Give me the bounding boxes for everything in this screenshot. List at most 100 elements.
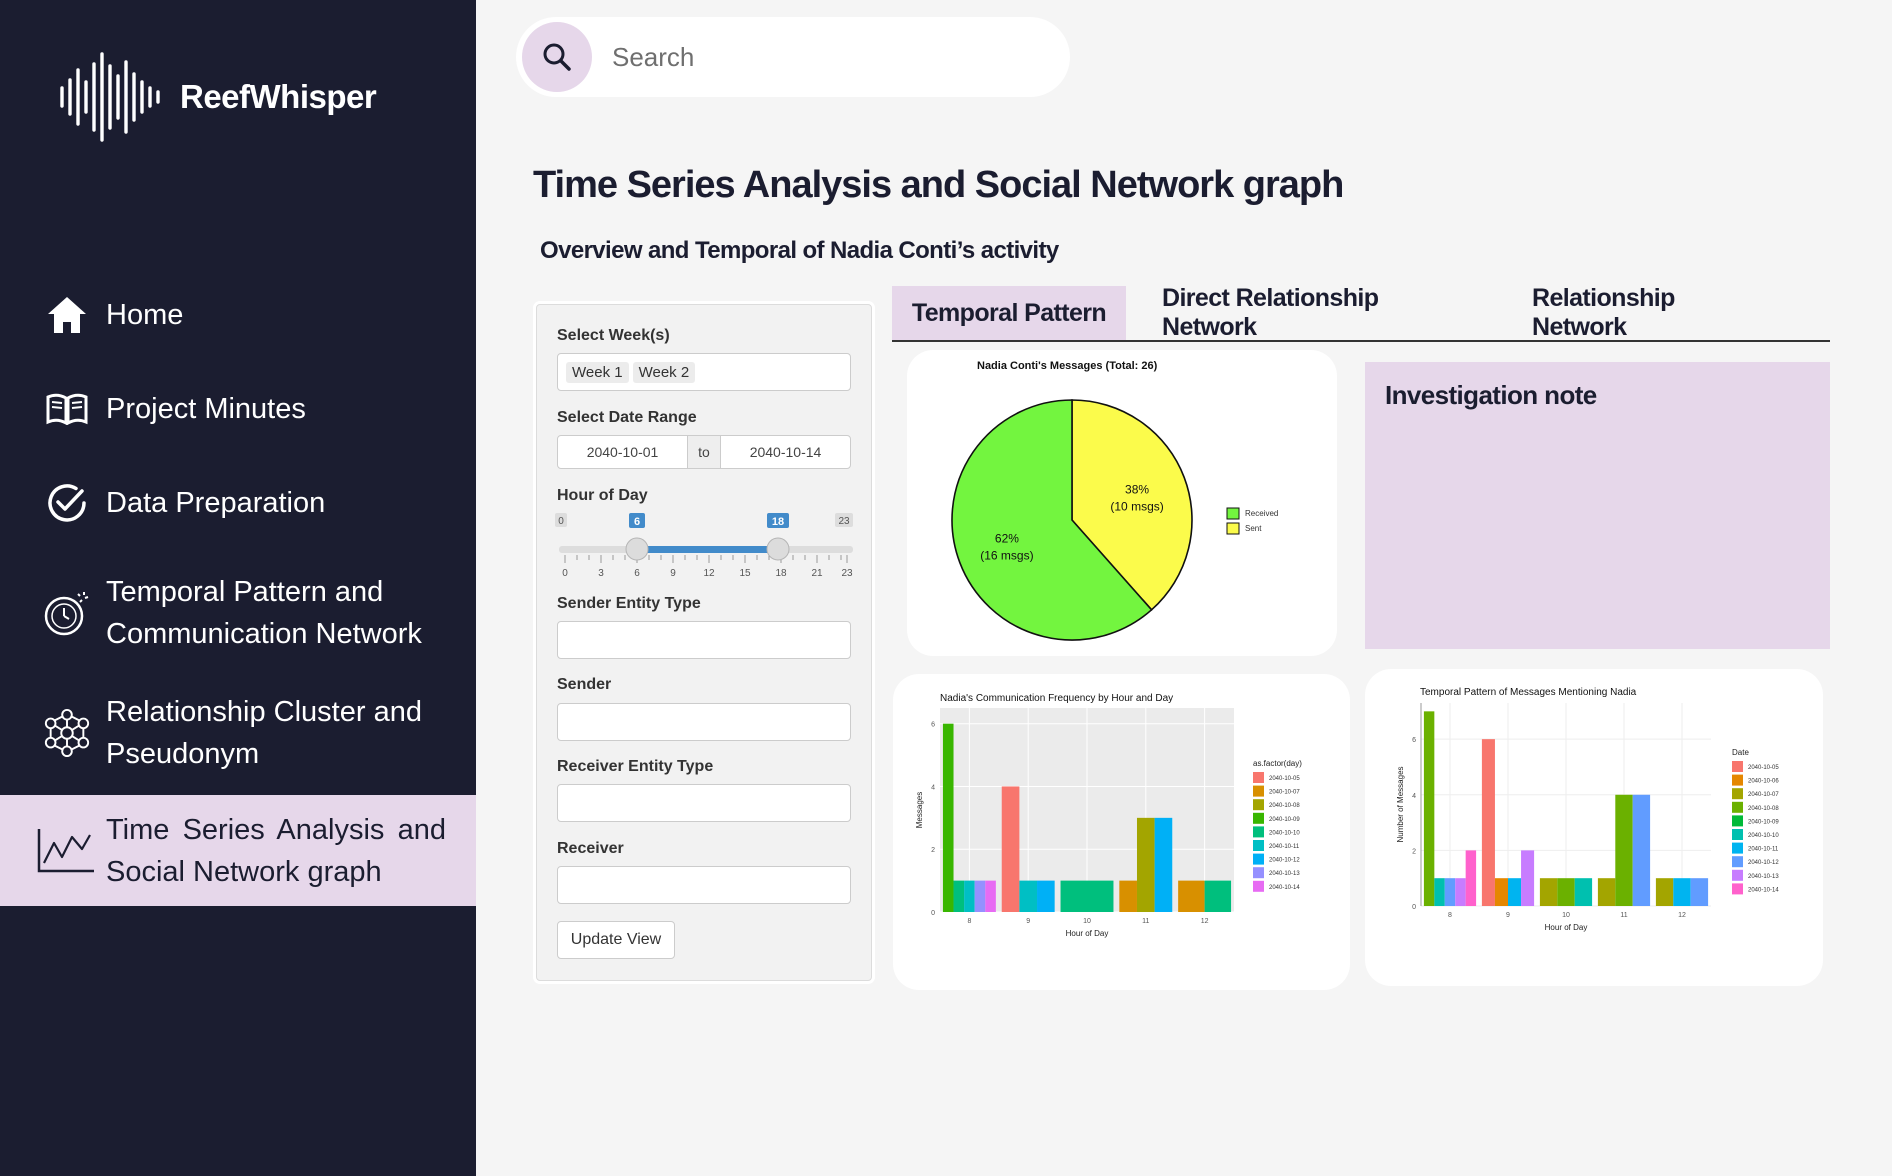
search-bar: [516, 17, 1070, 97]
bar: [1557, 878, 1575, 906]
bar: [1690, 878, 1709, 906]
tab-direct-relationship-network[interactable]: Direct Relationship Network: [1162, 284, 1379, 341]
legend-label: 2040-10-12: [1748, 860, 1779, 866]
sidebar-item-temporal-pattern[interactable]: Temporal Pattern and Communication Netwo…: [0, 571, 476, 655]
search-input[interactable]: [612, 41, 1032, 73]
date-range-separator: to: [687, 436, 721, 468]
x-axis-label: Hour of Day: [1066, 929, 1109, 938]
bar: [1434, 878, 1445, 906]
x-tick-label: 8: [1448, 912, 1452, 919]
receiver-type-select[interactable]: [557, 784, 851, 822]
legend-swatch: [1732, 788, 1743, 800]
week-chip[interactable]: Week 1: [566, 362, 629, 383]
legend-label: 2040-10-14: [1748, 887, 1779, 893]
hour-tick-label: 21: [811, 568, 823, 579]
hour-range-slider[interactable]: 0 23 6 18 0 3 6 9 12 15 18 21: [553, 511, 859, 581]
tab-relationship-network[interactable]: Relationship Network: [1532, 284, 1675, 341]
legend-swatch: [1253, 826, 1264, 838]
network-icon: [42, 708, 92, 758]
x-tick-label: 12: [1201, 918, 1209, 925]
pie-label-count: (16 msgs): [980, 549, 1033, 563]
hour-max-label: 23: [838, 516, 850, 527]
legend-title: Date: [1732, 748, 1749, 757]
legend-swatch: [1732, 761, 1743, 772]
legend-label: 2040-10-08: [1269, 803, 1300, 809]
legend-swatch: [1253, 772, 1264, 783]
legend-swatch: [1253, 812, 1264, 824]
slider-handle-from[interactable]: [625, 537, 649, 561]
y-tick-label: 6: [1412, 737, 1416, 744]
bar: [1001, 786, 1020, 912]
app-name: ReefWhisper: [180, 78, 377, 115]
legend-label: 2040-10-14: [1269, 885, 1300, 891]
mentions-chart-card: Temporal Pattern of Messages Mentioning …: [1365, 669, 1823, 986]
legend-label: 2040-10-10: [1748, 833, 1779, 839]
hour-tick-label: 9: [670, 568, 676, 579]
investigation-note[interactable]: Investigation note: [1365, 362, 1830, 649]
hour-to-label: 18: [772, 516, 784, 528]
legend-label: 2040-10-13: [1269, 871, 1300, 877]
date-range-input: 2040-10-01 to 2040-10-14: [557, 435, 851, 469]
date-start-input[interactable]: 2040-10-01: [586, 444, 659, 460]
tab-temporal-pattern[interactable]: Temporal Pattern: [892, 286, 1126, 340]
slider-handle-to[interactable]: [766, 537, 790, 561]
pie-label-pct: 62%: [995, 532, 1019, 546]
bar: [1060, 880, 1114, 912]
bar: [1178, 880, 1205, 912]
weeks-select[interactable]: Week 1 Week 2: [557, 353, 851, 391]
mentions-bar-chart: Temporal Pattern of Messages Mentioning …: [1396, 687, 1779, 932]
legend-label: 2040-10-11: [1748, 847, 1779, 853]
book-icon: [42, 384, 92, 434]
bar: [1019, 880, 1038, 912]
sidebar-item-label: Relationship Cluster and Pseudonym: [106, 696, 422, 770]
legend-label: 2040-10-09: [1269, 817, 1300, 823]
sender-type-label: Sender Entity Type: [557, 595, 701, 612]
sidebar-item-data-preparation[interactable]: Data Preparation: [0, 482, 476, 524]
search-button[interactable]: [522, 22, 592, 92]
page-subtitle: Overview and Temporal of Nadia Conti’s a…: [540, 237, 1059, 264]
legend-label: 2040-10-08: [1748, 806, 1779, 812]
sidebar-item-project-minutes[interactable]: Project Minutes: [0, 388, 476, 430]
legend-label: 2040-10-05: [1748, 765, 1779, 771]
x-tick-label: 12: [1678, 912, 1686, 919]
line-chart-icon: [36, 826, 96, 876]
hour-tick-label: 23: [841, 568, 853, 579]
week-chip[interactable]: Week 2: [632, 362, 696, 383]
bar: [1521, 850, 1535, 906]
legend-swatch: [1253, 799, 1264, 811]
filter-panel: Select Week(s) Week 1 Week 2 Select Date …: [536, 304, 872, 981]
sender-select[interactable]: [557, 703, 851, 741]
legend-title: as.factor(day): [1253, 759, 1302, 768]
logo[interactable]: ReefWhisper: [58, 52, 377, 142]
sender-label: Sender: [557, 676, 612, 693]
sender-type-select[interactable]: [557, 621, 851, 659]
hour-min-label: 0: [558, 516, 564, 527]
sidebar-item-home[interactable]: Home: [0, 294, 476, 336]
bar: [1444, 878, 1456, 906]
legend-swatch: [1732, 869, 1743, 881]
note-title: Investigation note: [1385, 380, 1597, 410]
bar: [1204, 880, 1232, 912]
legend-swatch: [1226, 507, 1240, 520]
update-view-button[interactable]: Update View: [557, 921, 675, 959]
sidebar-item-relationship-cluster[interactable]: Relationship Cluster and Pseudonym: [0, 691, 476, 775]
date-range-label: Select Date Range: [557, 409, 697, 426]
chart-title: Nadia's Communication Frequency by Hour …: [940, 693, 1173, 704]
legend-label: 2040-10-06: [1748, 779, 1779, 785]
bar: [964, 880, 975, 912]
sidebar-item-label: Data Preparation: [106, 487, 326, 519]
legend-swatch: [1253, 785, 1264, 797]
tab-bar: Temporal Pattern Direct Relationship Net…: [892, 284, 1830, 342]
date-end-input[interactable]: 2040-10-14: [749, 444, 822, 460]
pie-label-pct: 38%: [1125, 482, 1149, 496]
receiver-select[interactable]: [557, 866, 851, 904]
receiver-label: Receiver: [557, 840, 624, 857]
y-tick-label: 6: [931, 722, 935, 729]
legend-label: 2040-10-12: [1269, 858, 1300, 864]
x-tick-label: 9: [1506, 912, 1510, 919]
sidebar-item-time-series[interactable]: Time Series Analysis and Social Network …: [0, 795, 476, 906]
pie-slice-received: [951, 399, 1153, 641]
x-tick-label: 10: [1562, 912, 1570, 919]
legend-label: 2040-10-09: [1748, 819, 1779, 825]
chart-title: Nadia Conti's Messages (Total: 26): [977, 360, 1158, 372]
